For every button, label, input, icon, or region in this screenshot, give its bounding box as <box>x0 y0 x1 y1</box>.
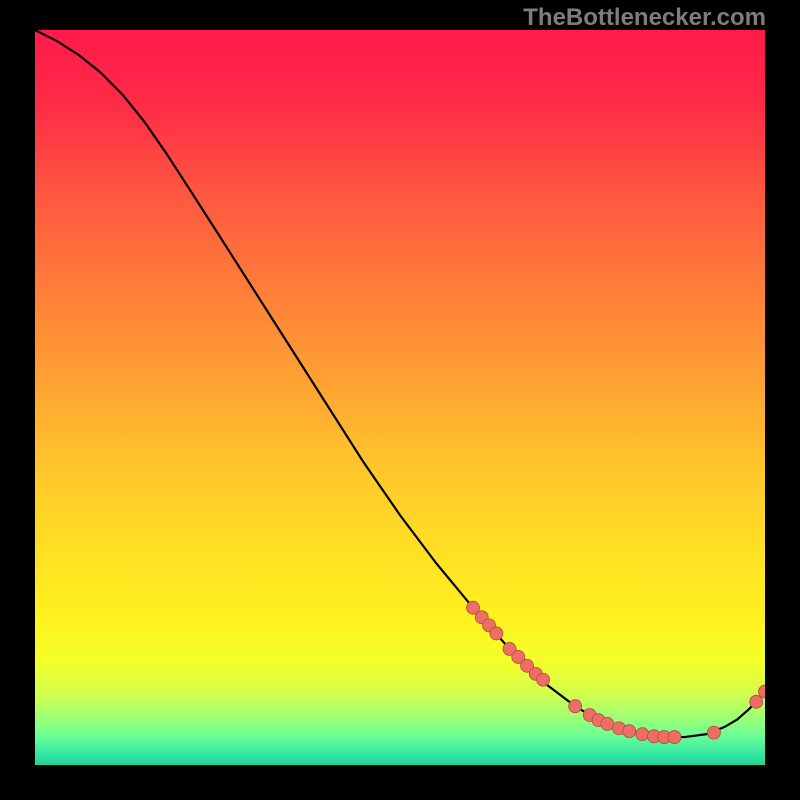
data-marker <box>569 700 582 713</box>
data-marker <box>750 695 763 708</box>
data-marker <box>537 673 550 686</box>
data-marker <box>636 728 649 741</box>
watermark-text: TheBottlenecker.com <box>523 4 766 32</box>
chart-stage: TheBottlenecker.com <box>0 0 800 800</box>
chart-overlay-svg <box>35 30 765 765</box>
bottleneck-curve <box>35 30 765 737</box>
data-marker <box>668 731 681 744</box>
data-marker <box>490 627 503 640</box>
data-marker <box>707 726 720 739</box>
plot-area <box>35 30 765 765</box>
data-marker <box>623 725 636 738</box>
data-marker <box>601 717 614 730</box>
marker-group <box>467 601 766 743</box>
